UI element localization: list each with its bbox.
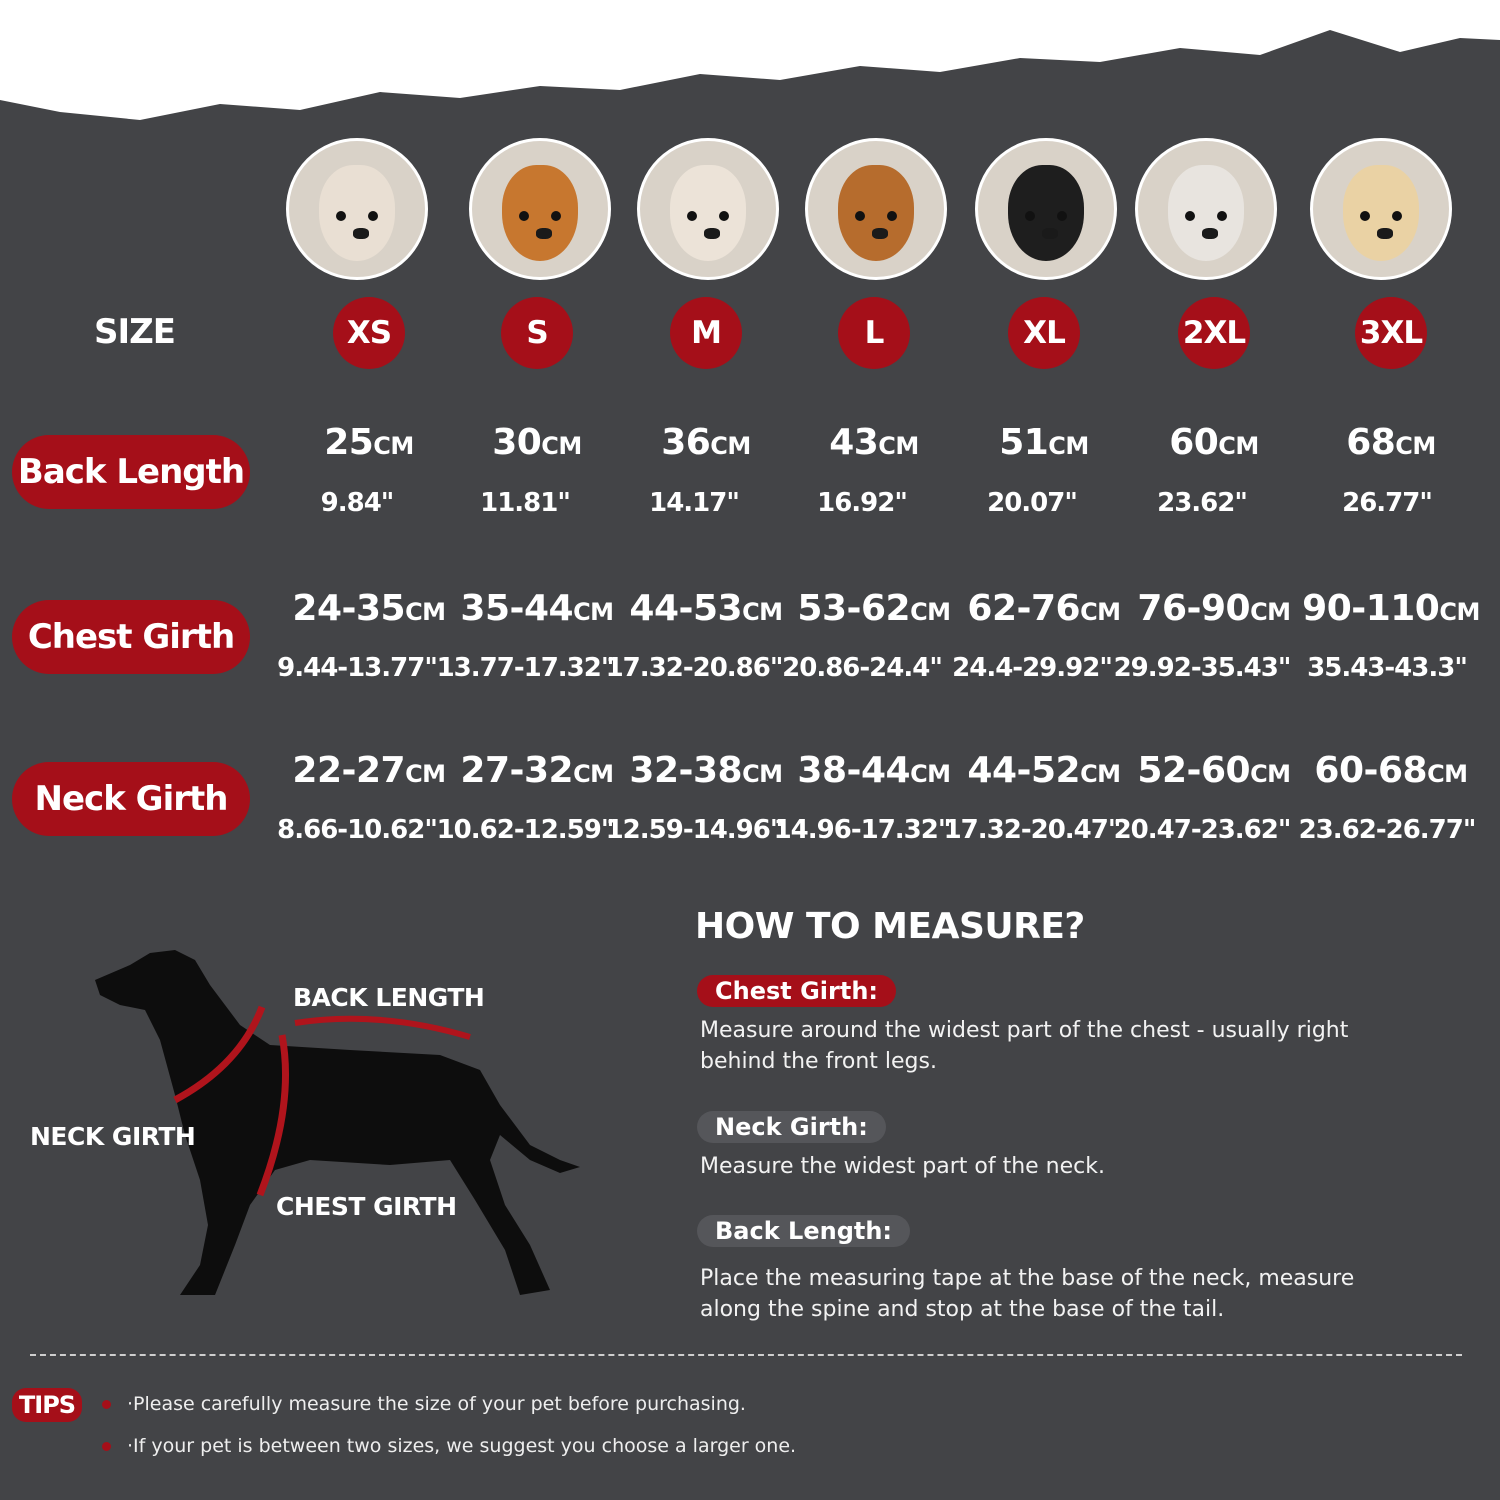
dog-face	[1167, 165, 1245, 261]
back-length-cm-l: 43CM	[829, 422, 919, 463]
chest-girth-cm-s: 35-44CM	[460, 588, 614, 629]
chest-girth-inch-3xl: 35.43-43.3"	[1307, 653, 1468, 683]
size-badge-l: L	[838, 297, 910, 369]
chest-girth-cm-3xl: 90-110CM	[1302, 588, 1480, 629]
tip-text: ·If your pet is between two sizes, we su…	[127, 1435, 797, 1457]
chest-girth-pill: Chest Girth:	[697, 975, 897, 1007]
dog-face	[837, 165, 915, 261]
dog-face	[1007, 165, 1085, 261]
back-length-inch-3xl: 26.77"	[1342, 488, 1433, 518]
size-badge-3xl: 3XL	[1355, 297, 1427, 369]
size-heading: SIZE	[94, 312, 176, 352]
dog-face	[669, 165, 747, 261]
back-length-cm-s: 30CM	[492, 422, 582, 463]
back-length-inch-2xl: 23.62"	[1157, 488, 1248, 518]
chest-girth-inch-l: 20.86-24.4"	[782, 653, 943, 683]
neck-girth-pill: Neck Girth:	[697, 1111, 886, 1143]
chest-girth-inch-xs: 9.44-13.77"	[277, 653, 438, 683]
chihuahua-photo	[286, 138, 428, 280]
chest-girth-cm-l: 53-62CM	[797, 588, 951, 629]
neck-girth-inch-xl: 17.32-20.47"	[943, 815, 1122, 845]
chest-girth-cm-2xl: 76-90CM	[1137, 588, 1291, 629]
size-badge-s: S	[501, 297, 573, 369]
neck-girth-cm-xl: 44-52CM	[967, 750, 1121, 791]
neck-girth-cm-m: 32-38CM	[629, 750, 783, 791]
chest-girth-inch-s: 13.77-17.32"	[436, 653, 615, 683]
tips-badge: TIPS	[12, 1388, 82, 1422]
pitbull-photo	[1135, 138, 1277, 280]
back-length-inch-xl: 20.07"	[987, 488, 1078, 518]
size-badge-m: M	[670, 297, 742, 369]
chest-girth-cm-m: 44-53CM	[629, 588, 783, 629]
neck-girth-inch-l: 14.96-17.32"	[773, 815, 952, 845]
back-length-cm-xl: 51CM	[999, 422, 1089, 463]
dog-face	[501, 165, 579, 261]
back-length-inch-l: 16.92"	[817, 488, 908, 518]
back-length-cm-m: 36CM	[661, 422, 751, 463]
chest-girth-label: Chest Girth	[12, 600, 250, 674]
back-length-inch-m: 14.17"	[649, 488, 740, 518]
back-length-inch-s: 11.81"	[480, 488, 571, 518]
chest-girth-inch-2xl: 29.92-35.43"	[1113, 653, 1292, 683]
back-length-label: BACK LENGTH	[293, 983, 485, 1012]
neck-girth-label: NECK GIRTH	[30, 1122, 196, 1151]
french-bulldog-photo	[637, 138, 779, 280]
pomeranian-photo	[469, 138, 611, 280]
tip-item: ·If your pet is between two sizes, we su…	[102, 1435, 796, 1457]
chest-girth-instructions: Measure around the widest part of the ch…	[700, 1018, 1349, 1074]
dog-silhouette-diagram	[95, 950, 580, 1295]
bullet-icon	[102, 1442, 111, 1451]
back-length-instructions: Place the measuring tape at the base of …	[700, 1266, 1355, 1322]
dog-face	[318, 165, 396, 261]
beagle-photo	[805, 138, 947, 280]
tip-text: ·Please carefully measure the size of yo…	[127, 1393, 746, 1415]
divider	[30, 1354, 1462, 1356]
neck-girth-instructions: Measure the widest part of the neck.	[700, 1154, 1105, 1179]
back-length-inch-xs: 9.84"	[320, 488, 395, 518]
back-length-pill: Back Length:	[697, 1215, 911, 1247]
neck-girth-inch-m: 12.59-14.96"	[605, 815, 784, 845]
neck-girth-cm-2xl: 52-60CM	[1137, 750, 1291, 791]
neck-girth-label: Neck Girth	[12, 762, 250, 836]
neck-girth-inch-3xl: 23.62-26.77"	[1298, 815, 1477, 845]
chest-girth-inch-xl: 24.4-29.92"	[952, 653, 1113, 683]
brush-stroke-header	[0, 0, 1500, 120]
neck-girth-cm-l: 38-44CM	[797, 750, 951, 791]
size-badge-xl: XL	[1008, 297, 1080, 369]
bullet-icon	[102, 1400, 111, 1409]
chest-girth-cm-xs: 24-35CM	[292, 588, 446, 629]
chest-girth-label: CHEST GIRTH	[276, 1192, 457, 1221]
neck-girth-inch-2xl: 20.47-23.62"	[1113, 815, 1292, 845]
dog-face	[1342, 165, 1420, 261]
neck-girth-inch-xs: 8.66-10.62"	[277, 815, 438, 845]
labrador-photo	[1310, 138, 1452, 280]
tip-item: ·Please carefully measure the size of yo…	[102, 1393, 746, 1415]
chest-girth-inch-m: 17.32-20.86"	[605, 653, 784, 683]
neck-girth-cm-3xl: 60-68CM	[1314, 750, 1468, 791]
size-badge-xs: XS	[333, 297, 405, 369]
how-to-measure-title: HOW TO MEASURE?	[695, 906, 1085, 947]
chest-girth-cm-xl: 62-76CM	[967, 588, 1121, 629]
back-length-label: Back Length	[12, 435, 250, 509]
back-length-cm-xs: 25CM	[324, 422, 414, 463]
border-collie-photo	[975, 138, 1117, 280]
size-badge-2xl: 2XL	[1178, 297, 1250, 369]
neck-girth-cm-xs: 22-27CM	[292, 750, 446, 791]
back-length-cm-2xl: 60CM	[1169, 422, 1259, 463]
back-length-cm-3xl: 68CM	[1346, 422, 1436, 463]
neck-girth-cm-s: 27-32CM	[460, 750, 614, 791]
neck-girth-inch-s: 10.62-12.59"	[436, 815, 615, 845]
